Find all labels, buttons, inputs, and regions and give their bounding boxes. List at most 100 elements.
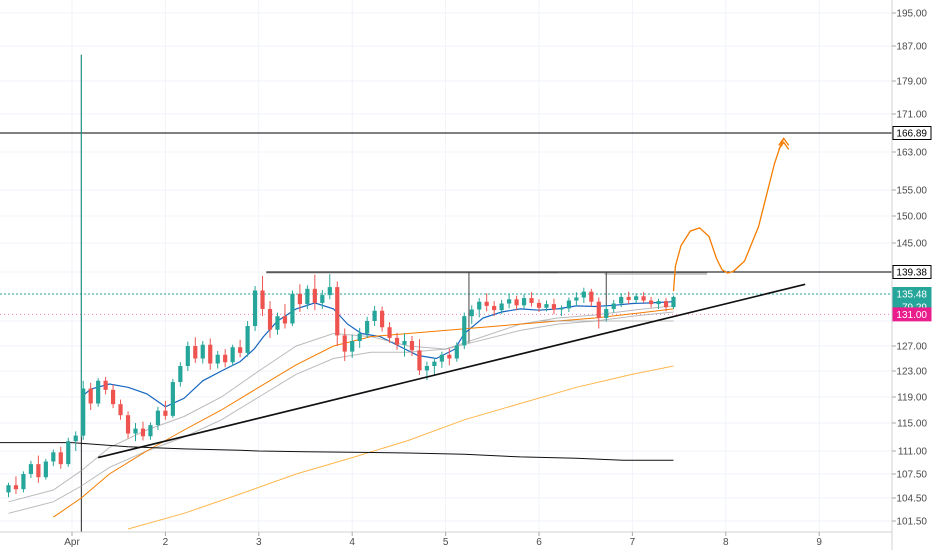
candle-body <box>110 389 116 405</box>
candle-body <box>365 321 370 334</box>
candle-body <box>551 304 557 310</box>
support-trendline <box>97 283 806 459</box>
candle-body <box>118 404 123 416</box>
price-tag-label: 139.38 <box>896 268 927 279</box>
price-axis-label: 111.00 <box>898 447 928 458</box>
price-axis-label: 163.00 <box>896 148 927 159</box>
candle-body <box>671 296 676 308</box>
candle-body <box>81 388 86 436</box>
candle-body <box>223 354 228 363</box>
price-axis-label: 195.00 <box>896 9 927 20</box>
candle-body <box>454 345 459 359</box>
candle-body <box>200 344 205 359</box>
candle-body <box>215 354 220 364</box>
series-line-ma_long <box>127 365 674 530</box>
series-line-ma_gray <box>8 311 674 514</box>
candle-body <box>193 346 198 359</box>
candle-body <box>499 303 504 311</box>
candle-body <box>641 296 646 301</box>
price-axis-label: 104.50 <box>896 494 927 505</box>
projection-arrowhead <box>778 141 790 150</box>
time-axis[interactable]: Apr 2 3 4 5 6 7 8 9 <box>64 532 822 548</box>
candle-body <box>163 410 168 416</box>
candle-body <box>447 354 452 359</box>
candle-body <box>439 354 444 362</box>
indicator-lines <box>0 138 785 530</box>
candle-body <box>619 296 624 304</box>
horizontal-levels <box>0 54 892 532</box>
candle-body <box>148 425 153 437</box>
price-tag-label: 131.00 <box>896 310 927 321</box>
price-axis-label: 115.00 <box>897 419 927 430</box>
time-axis-label: Apr <box>64 537 80 548</box>
candle-body <box>275 316 280 330</box>
candle-body <box>140 428 146 437</box>
candle-body <box>462 316 467 346</box>
candle-body <box>230 347 235 363</box>
candle-body <box>282 316 288 324</box>
candle-body <box>6 485 11 493</box>
candle-body <box>648 300 654 305</box>
drawings <box>97 137 806 459</box>
candles <box>6 54 676 498</box>
candle-body <box>155 410 161 426</box>
candle-body <box>357 333 362 341</box>
candle-body <box>245 326 250 353</box>
price-axis-label: 101.50 <box>896 517 927 528</box>
candle-body <box>178 366 183 383</box>
price-tag-label: 166.89 <box>896 129 927 140</box>
price-tag-box <box>892 307 932 322</box>
candle-body <box>66 441 71 465</box>
candle-body <box>589 291 594 302</box>
candle-body <box>417 350 422 371</box>
candle-body <box>514 299 519 306</box>
candle-body <box>290 293 295 324</box>
candle-body <box>379 310 385 328</box>
candle-body <box>559 308 564 310</box>
time-axis-label: 3 <box>256 537 262 548</box>
candle-body <box>185 346 190 366</box>
candle-body <box>327 287 332 296</box>
candle-body <box>43 461 48 478</box>
price-axis-label: 179.00 <box>896 77 927 88</box>
time-axis-label: 8 <box>723 537 729 548</box>
candle-body <box>663 301 669 308</box>
price-tag-box <box>892 126 932 140</box>
price-axis-label: 145.00 <box>896 239 927 250</box>
candle-body <box>484 301 489 306</box>
price-axis-label: 187.00 <box>896 42 927 53</box>
price-axis-label: 155.00 <box>896 186 927 197</box>
candle-body <box>432 361 437 366</box>
candle-body <box>208 344 213 364</box>
time-axis-label: 7 <box>630 537 636 548</box>
price-axis-label: 150.00 <box>896 212 927 223</box>
candle-body <box>305 288 310 305</box>
candle-body <box>28 464 34 474</box>
candle-body <box>529 298 534 303</box>
candle-body <box>634 296 639 300</box>
candle-body <box>96 380 101 404</box>
candle-body <box>88 388 93 404</box>
candle-body <box>13 485 19 490</box>
candle-body <box>536 302 542 308</box>
series-line-ma_gray <box>8 305 674 503</box>
candle-body <box>566 300 571 309</box>
candle-body <box>574 297 579 301</box>
price-axis-label: 119.00 <box>897 393 927 404</box>
grid <box>0 0 892 532</box>
candle-body <box>581 291 586 298</box>
price-tag-label: 135.48 <box>896 290 927 301</box>
price-axis[interactable]: 195.00 187.00 179.00 171.00 163.00 155.00 150.… <box>892 9 927 528</box>
candle-body <box>424 366 430 371</box>
candle-body <box>36 464 41 478</box>
candle-body <box>544 304 549 308</box>
time-axis-label: 4 <box>349 537 355 548</box>
price-axis-label: 107.50 <box>896 470 927 481</box>
candle-body <box>103 380 108 390</box>
price-axis-label: 171.00 <box>896 110 927 121</box>
candle-body <box>477 301 482 310</box>
time-axis-label: 6 <box>536 537 542 548</box>
candle-body <box>21 474 26 490</box>
